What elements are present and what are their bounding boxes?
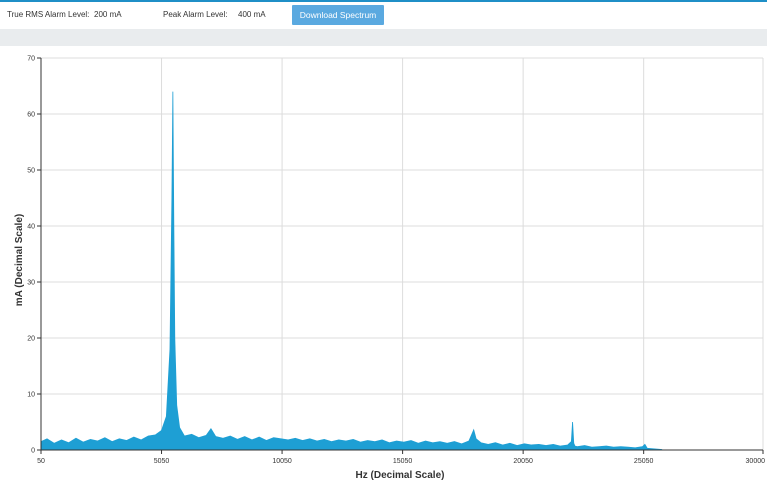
peak-alarm-label: Peak Alarm Level: [163, 10, 228, 19]
chart-series-layer [40, 91, 663, 451]
spectrum-series-area [40, 91, 663, 451]
toolbar-separator-band [0, 29, 767, 46]
x-tick-label: 15050 [393, 458, 413, 465]
x-tick-label: 20050 [513, 458, 533, 465]
y-tick-label: 20 [27, 336, 35, 343]
x-tick-label: 50 [37, 458, 45, 465]
x-tick-label: 10050 [272, 458, 292, 465]
x-tick-label: 25050 [634, 458, 654, 465]
x-axis-title: Hz (Decimal Scale) [356, 470, 445, 481]
rms-alarm-value: 200 mA [94, 10, 122, 19]
y-axis-title: mA (Decimal Scale) [14, 214, 25, 306]
y-tick-label: 50 [27, 168, 35, 175]
y-tick-label: 0 [31, 448, 35, 455]
alarm-toolbar: True RMS Alarm Level: 200 mA Peak Alarm … [0, 2, 767, 29]
rms-alarm-label: True RMS Alarm Level: [7, 10, 90, 19]
download-spectrum-button[interactable]: Download Spectrum [292, 5, 384, 25]
x-tick-label: 30000 [746, 458, 766, 465]
y-tick-label: 10 [27, 392, 35, 399]
top-accent-bar [0, 0, 767, 2]
y-tick-label: 30 [27, 280, 35, 287]
y-tick-label: 70 [27, 56, 35, 63]
peak-alarm-value: 400 mA [238, 10, 266, 19]
chart-grid [41, 57, 764, 450]
x-tick-label: 5050 [154, 458, 170, 465]
y-tick-label: 40 [27, 224, 35, 231]
y-tick-label: 60 [27, 112, 35, 119]
